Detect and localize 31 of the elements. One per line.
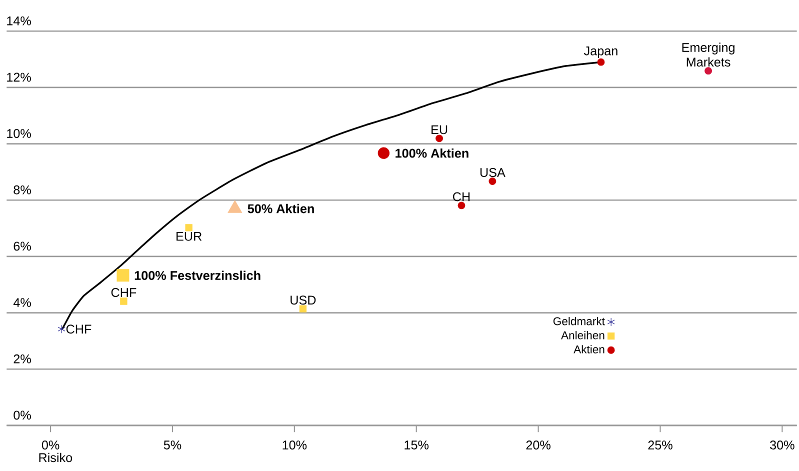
x-tick-label: 20% xyxy=(526,440,550,450)
annotation: Emerging Markets xyxy=(682,42,734,66)
y-tick-label: 12% xyxy=(7,72,31,82)
x-tick-label: 15% xyxy=(404,440,429,450)
series-label: 50% Aktien xyxy=(248,204,314,214)
annotation: CHF xyxy=(66,324,92,334)
x-tick-label: 0% xyxy=(42,440,60,450)
y-tick-label: 6% xyxy=(14,242,31,251)
annotation: CHF xyxy=(111,288,136,297)
y-tick-label: 4% xyxy=(13,298,31,307)
annotation: USD xyxy=(290,296,316,304)
y-tick-label: 2% xyxy=(14,354,31,364)
y-tick-label: 10% xyxy=(7,128,31,138)
annotation: USA xyxy=(480,168,506,177)
x-tick-label: 10% xyxy=(282,440,307,450)
y-tick-label: 0% xyxy=(14,410,31,420)
annotation: EU xyxy=(432,125,448,134)
legend-label: Anleihen xyxy=(561,330,604,340)
legend-label: Aktien xyxy=(574,344,604,354)
x-tick-label: 25% xyxy=(648,440,672,450)
legend-label: Geldmarkt xyxy=(553,316,605,326)
y-tick-label: 8% xyxy=(14,185,31,194)
series-label: 100% Festverzinslich xyxy=(134,270,260,280)
y-tick-label: 14% xyxy=(7,16,31,26)
x-tick-label: 5% xyxy=(164,440,182,450)
series-label: 100% Aktien xyxy=(396,148,468,158)
x-tick-label: 30% xyxy=(770,440,794,450)
annotation: Japan xyxy=(584,46,618,58)
x-axis-title: Risiko xyxy=(39,452,72,462)
annotation: CH xyxy=(453,192,470,202)
annotation: EUR xyxy=(176,232,202,241)
